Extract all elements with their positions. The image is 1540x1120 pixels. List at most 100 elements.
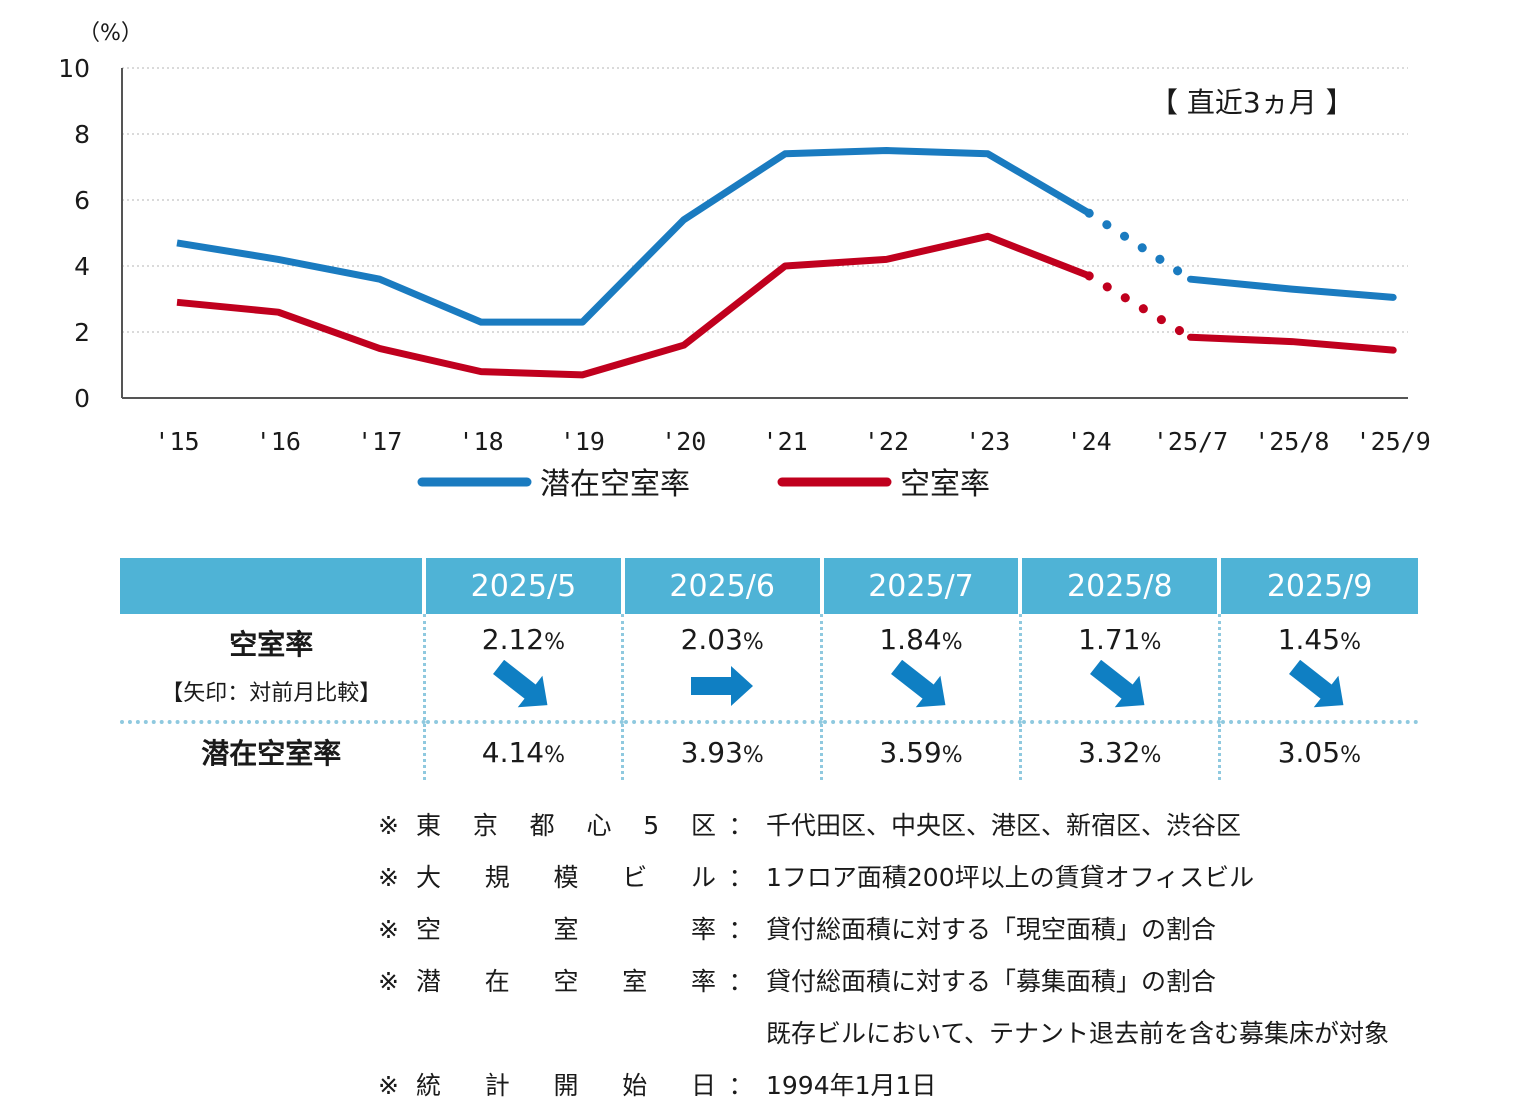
- note-colon: ：: [728, 915, 754, 944]
- x-tick-label: '18: [458, 427, 503, 456]
- note-definition: 貸付総面積に対する「現空面積」の割合: [766, 915, 1217, 944]
- chart-series: [176, 147, 1397, 379]
- table-header-row: 2025/5 2025/6 2025/7 2025/8 2025/9: [120, 558, 1418, 614]
- trend-arrow: [1222, 659, 1417, 712]
- trend-arrow: [824, 659, 1018, 712]
- y-tick-label: 0: [74, 384, 90, 413]
- y-unit-label: （%）: [78, 21, 143, 46]
- percent-sign: %: [544, 742, 566, 768]
- y-tick-label: 2: [74, 318, 90, 347]
- month-header: 2025/9: [1219, 558, 1418, 614]
- y-tick-label: 8: [74, 120, 90, 149]
- note-mark: ※: [378, 1071, 399, 1100]
- series-line-historical: [176, 147, 1091, 326]
- note-mark: [378, 1008, 416, 1060]
- vacancy-cell: 1.71%: [1020, 614, 1221, 724]
- note-row: ※ 東京都心 5 区 ： 千代田区、中央区、港区、新宿区、渋谷区: [378, 800, 1389, 852]
- potential-number: 4.14: [481, 735, 545, 769]
- x-tick-label: '16: [256, 427, 301, 456]
- x-tick-label: '20: [661, 427, 706, 456]
- arrow-right-icon: [691, 666, 754, 706]
- note-row: ※ 統計開始日 ： 1994年1月1日: [378, 1060, 1389, 1112]
- vacancy-row-label-cell: 空室率 【矢印：対前月比較】: [120, 614, 426, 724]
- percent-sign: %: [742, 742, 764, 768]
- percent-sign: %: [1140, 630, 1162, 655]
- x-tick-label: '22: [864, 427, 909, 456]
- potential-cell: 3.05%: [1219, 722, 1418, 780]
- note-definition: 貸付総面積に対する「募集面積」の割合: [766, 967, 1217, 996]
- series-line-dotted-bridge: [1084, 271, 1195, 342]
- vacancy-cell: 1.45%: [1219, 614, 1418, 724]
- arrow-down-right-icon: [493, 659, 548, 708]
- potential-cell: 4.14%: [424, 722, 625, 780]
- vacancy-number: 1.84: [879, 623, 942, 656]
- note-term: [416, 1008, 716, 1060]
- potential-cell: 3.93%: [622, 722, 824, 780]
- potential-value: 3.05%: [1222, 736, 1417, 769]
- rates-table: 2025/5 2025/6 2025/7 2025/8 2025/9 空室率 【…: [120, 558, 1418, 780]
- recent-3-months-annotation: 【 直近3ヵ月 】: [1150, 86, 1354, 119]
- vacancy-cell: 1.84%: [821, 614, 1022, 724]
- legend-label: 空室率: [900, 467, 990, 502]
- x-tick-label: '15: [154, 427, 199, 456]
- definition-notes: ※ 東京都心 5 区 ： 千代田区、中央区、港区、新宿区、渋谷区 ※ 大規模ビル ： 1フロア面積…: [378, 800, 1389, 1112]
- arrow-down-right-icon: [1289, 659, 1344, 708]
- potential-number: 3.05: [1277, 735, 1341, 769]
- x-tick-label: '25/7: [1153, 427, 1228, 456]
- arrow-down-right-icon: [891, 659, 946, 708]
- vacancy-value: 2.12%: [427, 623, 621, 656]
- vacancy-cell: 2.12%: [424, 614, 625, 724]
- potential-number: 3.32: [1078, 735, 1141, 769]
- chart-axes: [121, 68, 1408, 399]
- x-tick-label: '25/8: [1254, 427, 1329, 456]
- potential-row: 潜在空室率 4.14% 3.93% 3.59% 3.32% 3.05%: [120, 722, 1418, 780]
- legend-label: 潜在空室率: [540, 467, 690, 502]
- note-colon: ：: [728, 863, 754, 892]
- potential-number: 3.93: [680, 735, 743, 769]
- arrow-legend-note: 【矢印：対前月比較】: [161, 681, 382, 706]
- potential-row-label: 潜在空室率: [201, 737, 342, 770]
- note-term: 空室率: [416, 915, 716, 944]
- series-line-historical: [176, 232, 1091, 379]
- y-tick-label: 6: [74, 186, 90, 215]
- percent-sign: %: [1340, 630, 1361, 655]
- note-term: 統計開始日: [416, 1071, 716, 1100]
- month-header: 2025/5: [424, 558, 625, 614]
- arrow-down-right-icon: [1089, 659, 1145, 708]
- vacancy-row: 空室率 【矢印：対前月比較】 2.12% 2.03% 1.84% 1.71% 1…: [120, 614, 1418, 724]
- trend-arrow: [625, 660, 819, 712]
- note-colon: ：: [728, 967, 754, 996]
- x-tick-label: '24: [1067, 427, 1112, 456]
- note-definition: 1フロア面積200坪以上の賃貸オフィスビル: [766, 863, 1255, 892]
- x-tick-label: '19: [560, 427, 605, 456]
- percent-sign: %: [544, 630, 566, 655]
- note-colon: ：: [728, 1071, 754, 1100]
- vacancy-cell: 2.03%: [622, 614, 824, 724]
- percent-sign: %: [1340, 742, 1361, 768]
- month-header: 2025/8: [1020, 558, 1222, 614]
- y-tick-label: 10: [58, 54, 90, 83]
- note-row: ※ 空室率 ： 貸付総面積に対する「現空面積」の割合: [378, 904, 1389, 956]
- series-line-dotted-bridge: [1084, 208, 1195, 284]
- note-row: ※ 潜在空室率 ： 貸付総面積に対する「募集面積」の割合: [378, 956, 1389, 1008]
- potential-number: 3.59: [879, 735, 942, 769]
- note-definition: 1994年1月1日: [766, 1071, 937, 1100]
- note-mark: ※: [378, 863, 399, 892]
- vacancy-number: 2.03: [680, 623, 743, 656]
- note-mark: ※: [378, 967, 399, 996]
- x-tick-label: '21: [763, 427, 808, 456]
- note-definition: 千代田区、中央区、港区、新宿区、渋谷区: [766, 811, 1242, 840]
- chart-labels: 0 2 4 6 8 10 '15 '16 '17 '18 '19 '20 '21 '22 '23 '24 '25…: [58, 54, 1431, 456]
- note-mark: ※: [378, 915, 399, 944]
- vacancy-number: 2.12: [481, 623, 545, 656]
- series-line-recent: [1186, 275, 1397, 301]
- note-term: 潜在空室率: [416, 967, 716, 996]
- vacancy-line-chart: 0 2 4 6 8 10 '15 '16 '17 '18 '19 '20 '21 '22 '23 '24 '25…: [58, 21, 1431, 502]
- vacancy-number: 1.71: [1078, 623, 1141, 656]
- potential-value: 3.93%: [625, 736, 819, 769]
- series-line-recent: [1186, 333, 1397, 354]
- note-term: 大規模ビル: [416, 863, 716, 892]
- note-colon: [716, 1008, 766, 1060]
- chart-legend: 潜在空室率 空室率: [417, 467, 990, 502]
